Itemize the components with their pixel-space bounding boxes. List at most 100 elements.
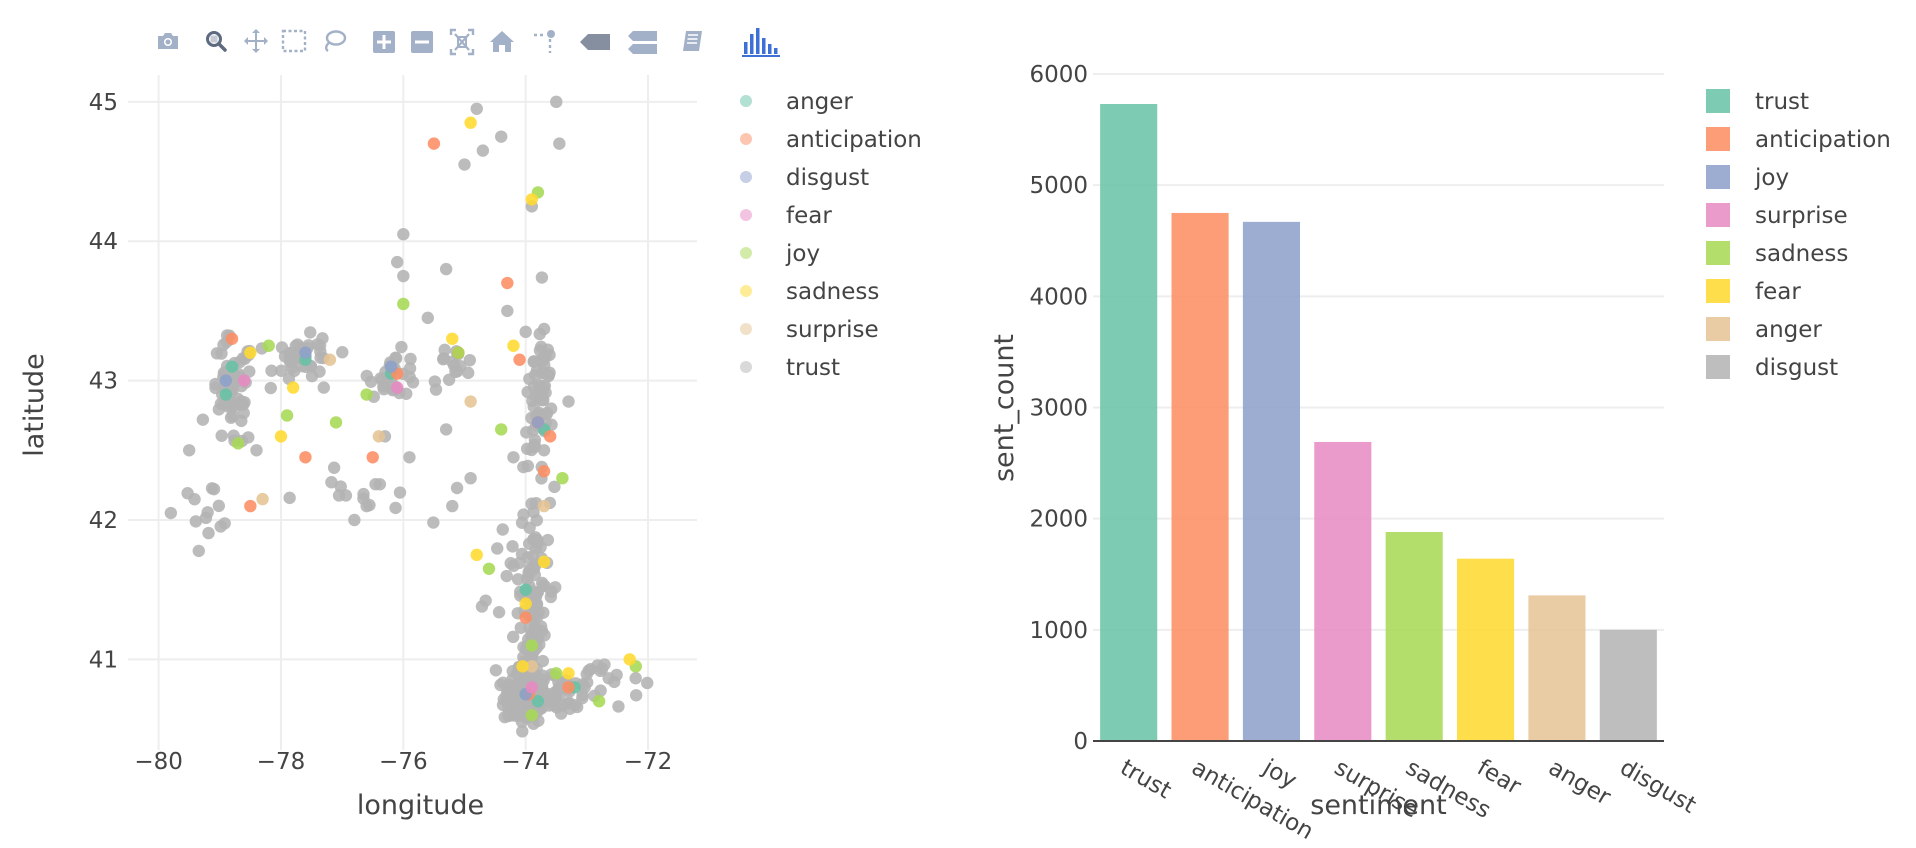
bar-anticipation[interactable] (1171, 212, 1229, 742)
scatter-point-trust[interactable] (421, 311, 434, 325)
scatter-point-trust[interactable] (224, 397, 237, 411)
edit-chart-button[interactable] (674, 22, 710, 62)
scatter-point-trust[interactable] (506, 630, 520, 644)
scatter-point-trust[interactable] (548, 480, 561, 494)
scatter-point-sadness[interactable] (244, 346, 257, 359)
scatter-point-joy[interactable] (550, 667, 563, 680)
scatter-point-trust[interactable] (612, 700, 625, 713)
scatter-point-trust[interactable] (533, 378, 546, 392)
scatter-point-trust[interactable] (517, 650, 530, 664)
scatter-point-trust[interactable] (305, 370, 319, 383)
bar-legend-item-joy[interactable]: joy (1706, 165, 1789, 191)
scatter-point-trust[interactable] (519, 325, 532, 339)
scatter-point-trust[interactable] (489, 664, 503, 677)
scatter-point-joy[interactable] (525, 708, 539, 722)
scatter-point-anger[interactable] (225, 360, 239, 373)
scatter-point-trust[interactable] (476, 144, 490, 157)
bar-legend-item-surprise[interactable]: surprise (1706, 203, 1848, 229)
scatter-point-trust[interactable] (458, 158, 471, 171)
scatter-point-trust[interactable] (369, 478, 382, 491)
scatter-point-anticipation[interactable] (562, 681, 575, 694)
scatter-point-trust[interactable] (348, 513, 361, 527)
scatter-point-trust[interactable] (207, 482, 221, 496)
scatter-point-surprise[interactable] (372, 430, 386, 443)
bar-fear[interactable] (1457, 558, 1515, 741)
scatter-point-trust[interactable] (537, 393, 550, 407)
scatter-point-sadness[interactable] (446, 332, 459, 345)
scatter-point-surprise[interactable] (525, 660, 539, 673)
scatter-point-trust[interactable] (527, 562, 541, 576)
scatter-legend-item-joy[interactable]: joy (740, 241, 820, 267)
scatter-point-trust[interactable] (511, 573, 525, 586)
scatter-point-fear[interactable] (525, 681, 539, 694)
scatter-point-anticipation[interactable] (519, 611, 532, 624)
scatter-point-trust[interactable] (506, 695, 519, 709)
scatter-point-trust[interactable] (500, 569, 513, 583)
scatter-point-trust[interactable] (529, 621, 542, 634)
scatter-point-anticipation[interactable] (501, 276, 514, 290)
scatter-legend-item-anger[interactable]: anger (740, 89, 853, 115)
scatter-legend-item-surprise[interactable]: surprise (740, 317, 879, 343)
scatter-point-trust[interactable] (188, 493, 201, 506)
scatter-point-sadness[interactable] (507, 339, 520, 352)
autoscale-button[interactable] (444, 22, 480, 62)
bar-legend-item-anticipation[interactable]: anticipation (1706, 127, 1891, 153)
scatter-point-trust[interactable] (521, 385, 534, 399)
scatter-point-trust[interactable] (189, 515, 203, 528)
scatter-point-trust[interactable] (515, 516, 529, 529)
scatter-point-surprise[interactable] (256, 492, 269, 506)
scatter-point-fear[interactable] (391, 381, 404, 394)
scatter-point-trust[interactable] (397, 228, 410, 241)
scatter-point-trust[interactable] (576, 688, 589, 702)
scatter-point-trust[interactable] (265, 364, 278, 377)
scatter-point-joy[interactable] (452, 346, 465, 359)
scatter-point-trust[interactable] (403, 362, 417, 375)
scatter-point-trust[interactable] (238, 396, 251, 409)
scatter-point-sadness[interactable] (274, 430, 288, 443)
scatter-point-anticipation[interactable] (513, 353, 526, 366)
scatter-point-trust[interactable] (327, 461, 341, 474)
scatter-point-sadness[interactable] (516, 660, 529, 673)
bar-legend-item-disgust[interactable]: disgust (1706, 355, 1838, 381)
scatter-point-trust[interactable] (275, 341, 289, 354)
scatter-point-disgust[interactable] (531, 416, 545, 429)
scatter-point-joy[interactable] (397, 297, 410, 311)
bar-surprise[interactable] (1314, 441, 1372, 741)
lasso-select-button[interactable] (316, 22, 352, 62)
pan-button[interactable] (238, 22, 274, 62)
scatter-point-surprise[interactable] (323, 353, 337, 366)
scatter-point-trust[interactable] (275, 364, 288, 377)
scatter-point-trust[interactable] (264, 381, 277, 395)
scatter-point-trust[interactable] (210, 347, 224, 360)
scatter-point-trust[interactable] (214, 520, 227, 533)
scatter-point-trust[interactable] (427, 516, 440, 529)
scatter-point-anger[interactable] (219, 388, 233, 401)
scatter-point-trust[interactable] (537, 444, 551, 457)
scatter-legend-item-disgust[interactable]: disgust (740, 165, 869, 191)
scatter-point-trust[interactable] (450, 365, 464, 378)
scatter-point-joy[interactable] (592, 695, 606, 708)
scatter-point-trust[interactable] (570, 700, 584, 714)
scatter-point-anticipation[interactable] (537, 465, 551, 478)
scatter-point-trust[interactable] (464, 471, 477, 485)
scatter-point-joy[interactable] (556, 471, 569, 485)
scatter-point-trust[interactable] (515, 678, 529, 692)
scatter-point-fear[interactable] (238, 374, 251, 387)
bar-legend-item-fear[interactable]: fear (1706, 279, 1801, 305)
scatter-point-sadness[interactable] (286, 381, 300, 394)
scatter-point-trust[interactable] (212, 499, 226, 513)
bar-legend-item-anger[interactable]: anger (1706, 317, 1822, 343)
box-select-button[interactable] (276, 22, 312, 62)
scatter-point-trust[interactable] (391, 255, 404, 269)
scatter-point-trust[interactable] (250, 444, 263, 457)
scatter-point-trust[interactable] (527, 355, 540, 368)
scatter-point-trust[interactable] (209, 377, 222, 391)
bar-anger[interactable] (1528, 595, 1586, 741)
scatter-point-trust[interactable] (202, 526, 215, 540)
bar-joy[interactable] (1242, 221, 1300, 741)
scatter-point-trust[interactable] (470, 102, 483, 115)
scatter-point-trust[interactable] (535, 271, 549, 284)
scatter-point-trust[interactable] (501, 304, 514, 318)
scatter-point-trust[interactable] (182, 444, 196, 457)
scatter-point-trust[interactable] (495, 130, 508, 143)
